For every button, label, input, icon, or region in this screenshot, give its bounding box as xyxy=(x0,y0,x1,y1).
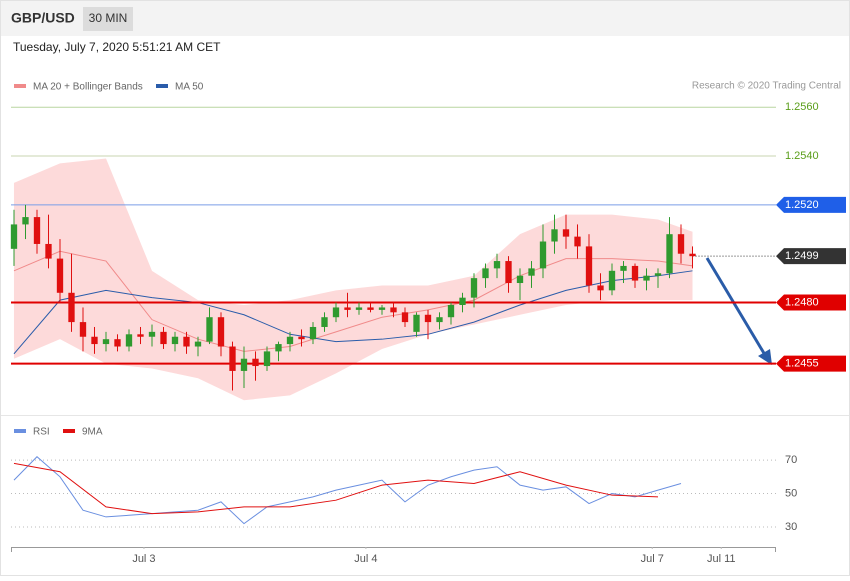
candle-body xyxy=(102,339,110,345)
candle-body xyxy=(148,331,156,337)
candle-body xyxy=(608,270,616,291)
candle-body xyxy=(436,317,443,323)
candle-body xyxy=(298,336,305,340)
candle-body xyxy=(528,268,535,276)
y-tick-label: 30 xyxy=(785,521,797,533)
legend-swatch xyxy=(156,84,168,88)
candle-body xyxy=(240,358,248,371)
interval[interactable]: 30 MIN xyxy=(89,11,128,25)
candle-body xyxy=(183,336,190,347)
series-line xyxy=(13,456,682,525)
candle-body xyxy=(470,278,478,298)
projection-arrow xyxy=(705,257,770,361)
level-label: 1.2540 xyxy=(785,150,819,162)
candle-body xyxy=(22,217,29,225)
candle-body xyxy=(516,275,524,284)
legend-swatch xyxy=(63,429,75,433)
legend-label: 9MA xyxy=(82,427,103,438)
candle-body xyxy=(424,314,432,323)
y-tick-label: 50 xyxy=(785,487,797,499)
candle-body xyxy=(56,258,64,293)
candle-body xyxy=(217,317,225,347)
candle-body xyxy=(321,317,328,327)
legend-swatch xyxy=(14,84,26,88)
y-tick-label: 70 xyxy=(785,454,797,466)
candle-body xyxy=(229,346,236,371)
header-bar xyxy=(1,1,849,36)
level-label: 1.2455 xyxy=(785,358,819,370)
candle-body xyxy=(252,358,259,367)
level-label: 1.2520 xyxy=(785,199,819,211)
credit: Research © 2020 Trading Central xyxy=(692,81,841,92)
candle-body xyxy=(551,229,558,242)
candle-body xyxy=(79,322,87,337)
candle-body xyxy=(114,339,121,347)
candle-body xyxy=(125,334,133,347)
candle-body xyxy=(137,334,144,337)
candle-body xyxy=(505,261,512,284)
candle-body xyxy=(275,344,282,352)
timestamp: Tuesday, July 7, 2020 5:51:21 AM CET xyxy=(13,40,221,54)
candle-body xyxy=(91,336,98,345)
legend-label: MA 20 + Bollinger Bands xyxy=(33,82,143,93)
projection-arrow-head xyxy=(758,349,772,365)
candle-body xyxy=(654,273,662,276)
candle-body xyxy=(10,224,18,249)
x-tick-label: Jul 4 xyxy=(354,553,377,565)
x-tick-label: Jul 7 xyxy=(641,553,664,565)
level-label: 1.2560 xyxy=(785,101,819,113)
legend-label: RSI xyxy=(33,427,50,438)
candle-body xyxy=(160,331,167,345)
level-label: 1.2499 xyxy=(785,250,819,262)
x-tick-label: Jul 3 xyxy=(132,553,155,565)
candle-body xyxy=(367,307,374,310)
candle-body xyxy=(562,229,570,237)
candle-body xyxy=(413,314,420,332)
legend-label: MA 50 xyxy=(175,82,204,93)
series-line xyxy=(13,462,659,515)
candle-body xyxy=(401,312,409,323)
x-tick-label: Jul 11 xyxy=(707,553,736,565)
level-box xyxy=(776,355,846,372)
candle-body xyxy=(332,307,340,318)
candle-body xyxy=(33,217,41,244)
candle-body xyxy=(263,351,271,367)
candle-body xyxy=(677,234,685,254)
candle-body xyxy=(309,326,317,340)
candle-body xyxy=(539,241,547,269)
candle-body xyxy=(493,261,501,269)
level-box xyxy=(776,294,846,311)
legend-swatch xyxy=(14,429,26,433)
level-box xyxy=(776,248,846,265)
candle-body xyxy=(574,236,581,247)
candle-body xyxy=(68,292,75,323)
candle-body xyxy=(631,265,639,281)
candle-body xyxy=(344,307,351,310)
candle-body xyxy=(620,265,627,271)
candle-body xyxy=(171,336,179,345)
candle-body xyxy=(482,268,489,279)
interval-box[interactable] xyxy=(83,7,133,31)
level-label: 1.2480 xyxy=(785,296,819,308)
candle-body xyxy=(597,285,604,291)
candle-body xyxy=(447,305,455,318)
candle-body xyxy=(666,234,673,274)
candle-body xyxy=(206,317,213,342)
candle-body xyxy=(355,307,363,310)
level-box xyxy=(776,196,846,213)
candle-body xyxy=(689,253,696,257)
candle-body xyxy=(585,246,593,286)
candle-body xyxy=(45,243,52,259)
candle-body xyxy=(459,297,466,305)
candle-body xyxy=(390,307,397,313)
candle-body xyxy=(378,307,386,310)
symbol: GBP/USD xyxy=(11,10,75,26)
candle-body xyxy=(286,336,294,345)
candle-body xyxy=(194,341,202,347)
candle-body xyxy=(643,275,650,281)
